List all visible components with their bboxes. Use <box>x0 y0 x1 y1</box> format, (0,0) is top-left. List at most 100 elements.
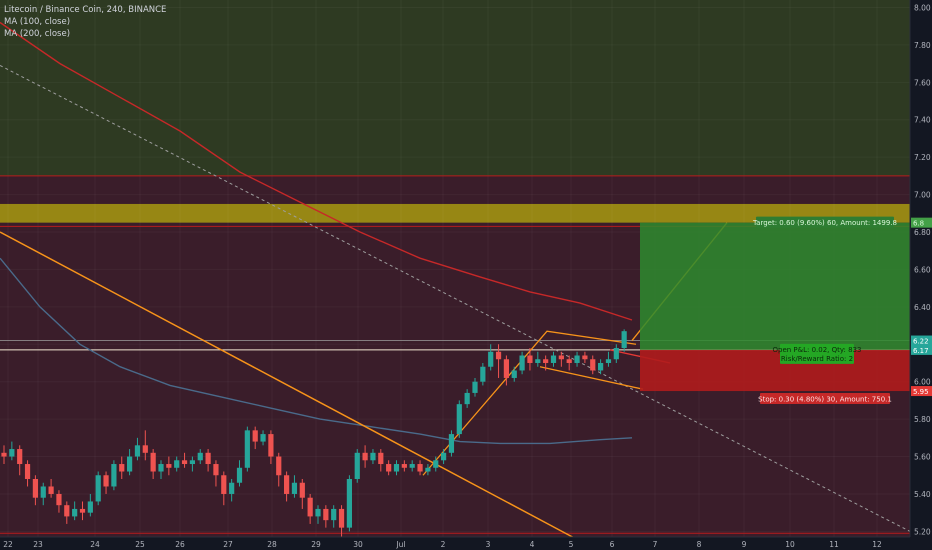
candle <box>24 460 31 487</box>
chart-legend: Litecoin / Binance Coin, 240, BINANCE MA… <box>4 4 166 40</box>
candle <box>299 478 305 509</box>
current-price-tag-bg <box>911 335 932 346</box>
candle <box>417 460 423 476</box>
candle-body <box>409 464 415 468</box>
candle-body <box>252 430 258 442</box>
candles <box>1 329 627 537</box>
time-tick-label: 27 <box>223 540 233 549</box>
candle <box>284 471 290 502</box>
ma200-line <box>0 21 633 321</box>
entry-price-tag-bg <box>911 344 932 355</box>
candle-body <box>166 464 172 468</box>
target-box <box>640 222 910 350</box>
candle <box>166 456 172 476</box>
candle <box>244 426 250 472</box>
candle <box>236 460 243 487</box>
time-tick-label: 28 <box>267 540 277 549</box>
candle <box>550 351 557 367</box>
candle <box>134 437 141 461</box>
candle <box>456 400 462 438</box>
candle <box>331 505 337 528</box>
candle-body <box>331 508 337 521</box>
candle <box>56 490 62 513</box>
moving-averages <box>0 21 633 445</box>
time-tick-label: 30 <box>353 540 363 549</box>
position-tool: Target: 0.60 (9.60%) 60, Amount: 1499.8 O… <box>640 216 910 405</box>
downtrend-line <box>0 231 577 540</box>
time-tick-label: 6 <box>610 540 615 549</box>
candle <box>9 441 15 461</box>
candle <box>119 456 125 479</box>
position-label-line1: Open P&L: 0.02, Qty: 833 <box>773 346 862 354</box>
candle-body <box>134 445 141 457</box>
price-tick-label: 5.60 <box>914 453 931 462</box>
price-tick-label: 5.80 <box>914 415 931 424</box>
candle-body <box>181 460 188 465</box>
candle-body <box>354 452 360 479</box>
time-tick-label: 23 <box>33 540 43 549</box>
price-tick-label: 5.20 <box>914 527 931 536</box>
candle-body <box>527 355 533 363</box>
candle-body <box>244 430 250 468</box>
candle <box>48 478 54 498</box>
position-label-bg <box>780 343 854 364</box>
current-price-tag: 6.22 <box>911 335 932 346</box>
candle <box>158 460 164 479</box>
candle-body <box>441 452 447 461</box>
candle-body <box>425 467 431 472</box>
candle <box>464 389 470 408</box>
candle-body <box>299 482 305 498</box>
candle-body <box>79 508 86 513</box>
price-axis: 8.007.807.607.407.207.006.806.606.406.20… <box>909 0 932 550</box>
candle-body <box>346 478 352 528</box>
candle <box>425 464 431 476</box>
candle <box>433 456 439 472</box>
candle-body <box>24 464 31 479</box>
candle <box>221 471 227 506</box>
candle <box>79 501 86 521</box>
candle-body <box>284 475 290 494</box>
candle-body <box>40 486 46 498</box>
ma200-legend: MA (200, close) <box>4 29 71 39</box>
candle <box>32 475 38 506</box>
candle <box>338 505 345 537</box>
time-tick-label: Jul <box>395 540 405 549</box>
candle-body <box>448 434 455 453</box>
target-price-tag: 6.8 <box>911 217 932 228</box>
candle-body <box>417 464 423 472</box>
candle-body <box>574 355 580 363</box>
resistance-band <box>0 203 910 223</box>
price-axis-bg <box>910 0 932 550</box>
ma100-line <box>0 257 633 445</box>
candle <box>17 445 23 476</box>
candle <box>174 456 180 472</box>
candle <box>621 329 627 352</box>
candle-body <box>142 445 148 453</box>
candle-body <box>158 464 164 472</box>
target-label-text: Target: 0.60 (9.60%) 60, Amount: 1499.8 <box>752 219 897 227</box>
candle-body <box>72 508 78 517</box>
time-tick-label: 29 <box>311 540 321 549</box>
candle-body <box>621 331 627 349</box>
candle <box>64 501 70 524</box>
candle <box>441 449 447 465</box>
candle-body <box>95 475 101 502</box>
candle-body <box>189 460 195 465</box>
candle-body <box>205 452 211 465</box>
candle-body <box>276 456 282 476</box>
candle-body <box>338 508 345 528</box>
candle <box>527 348 533 371</box>
candle-body <box>598 362 604 371</box>
time-tick-label: 9 <box>742 540 747 549</box>
candle-body <box>87 501 93 513</box>
candle <box>1 445 7 465</box>
candle-body <box>64 505 70 517</box>
candle-body <box>221 475 227 494</box>
stop-price-tag: 5.95 <box>911 386 932 397</box>
candle-body <box>503 359 509 378</box>
candle <box>543 355 549 371</box>
dashed-trendline <box>0 65 911 532</box>
candle-body <box>111 464 117 487</box>
candle-body <box>236 467 243 483</box>
